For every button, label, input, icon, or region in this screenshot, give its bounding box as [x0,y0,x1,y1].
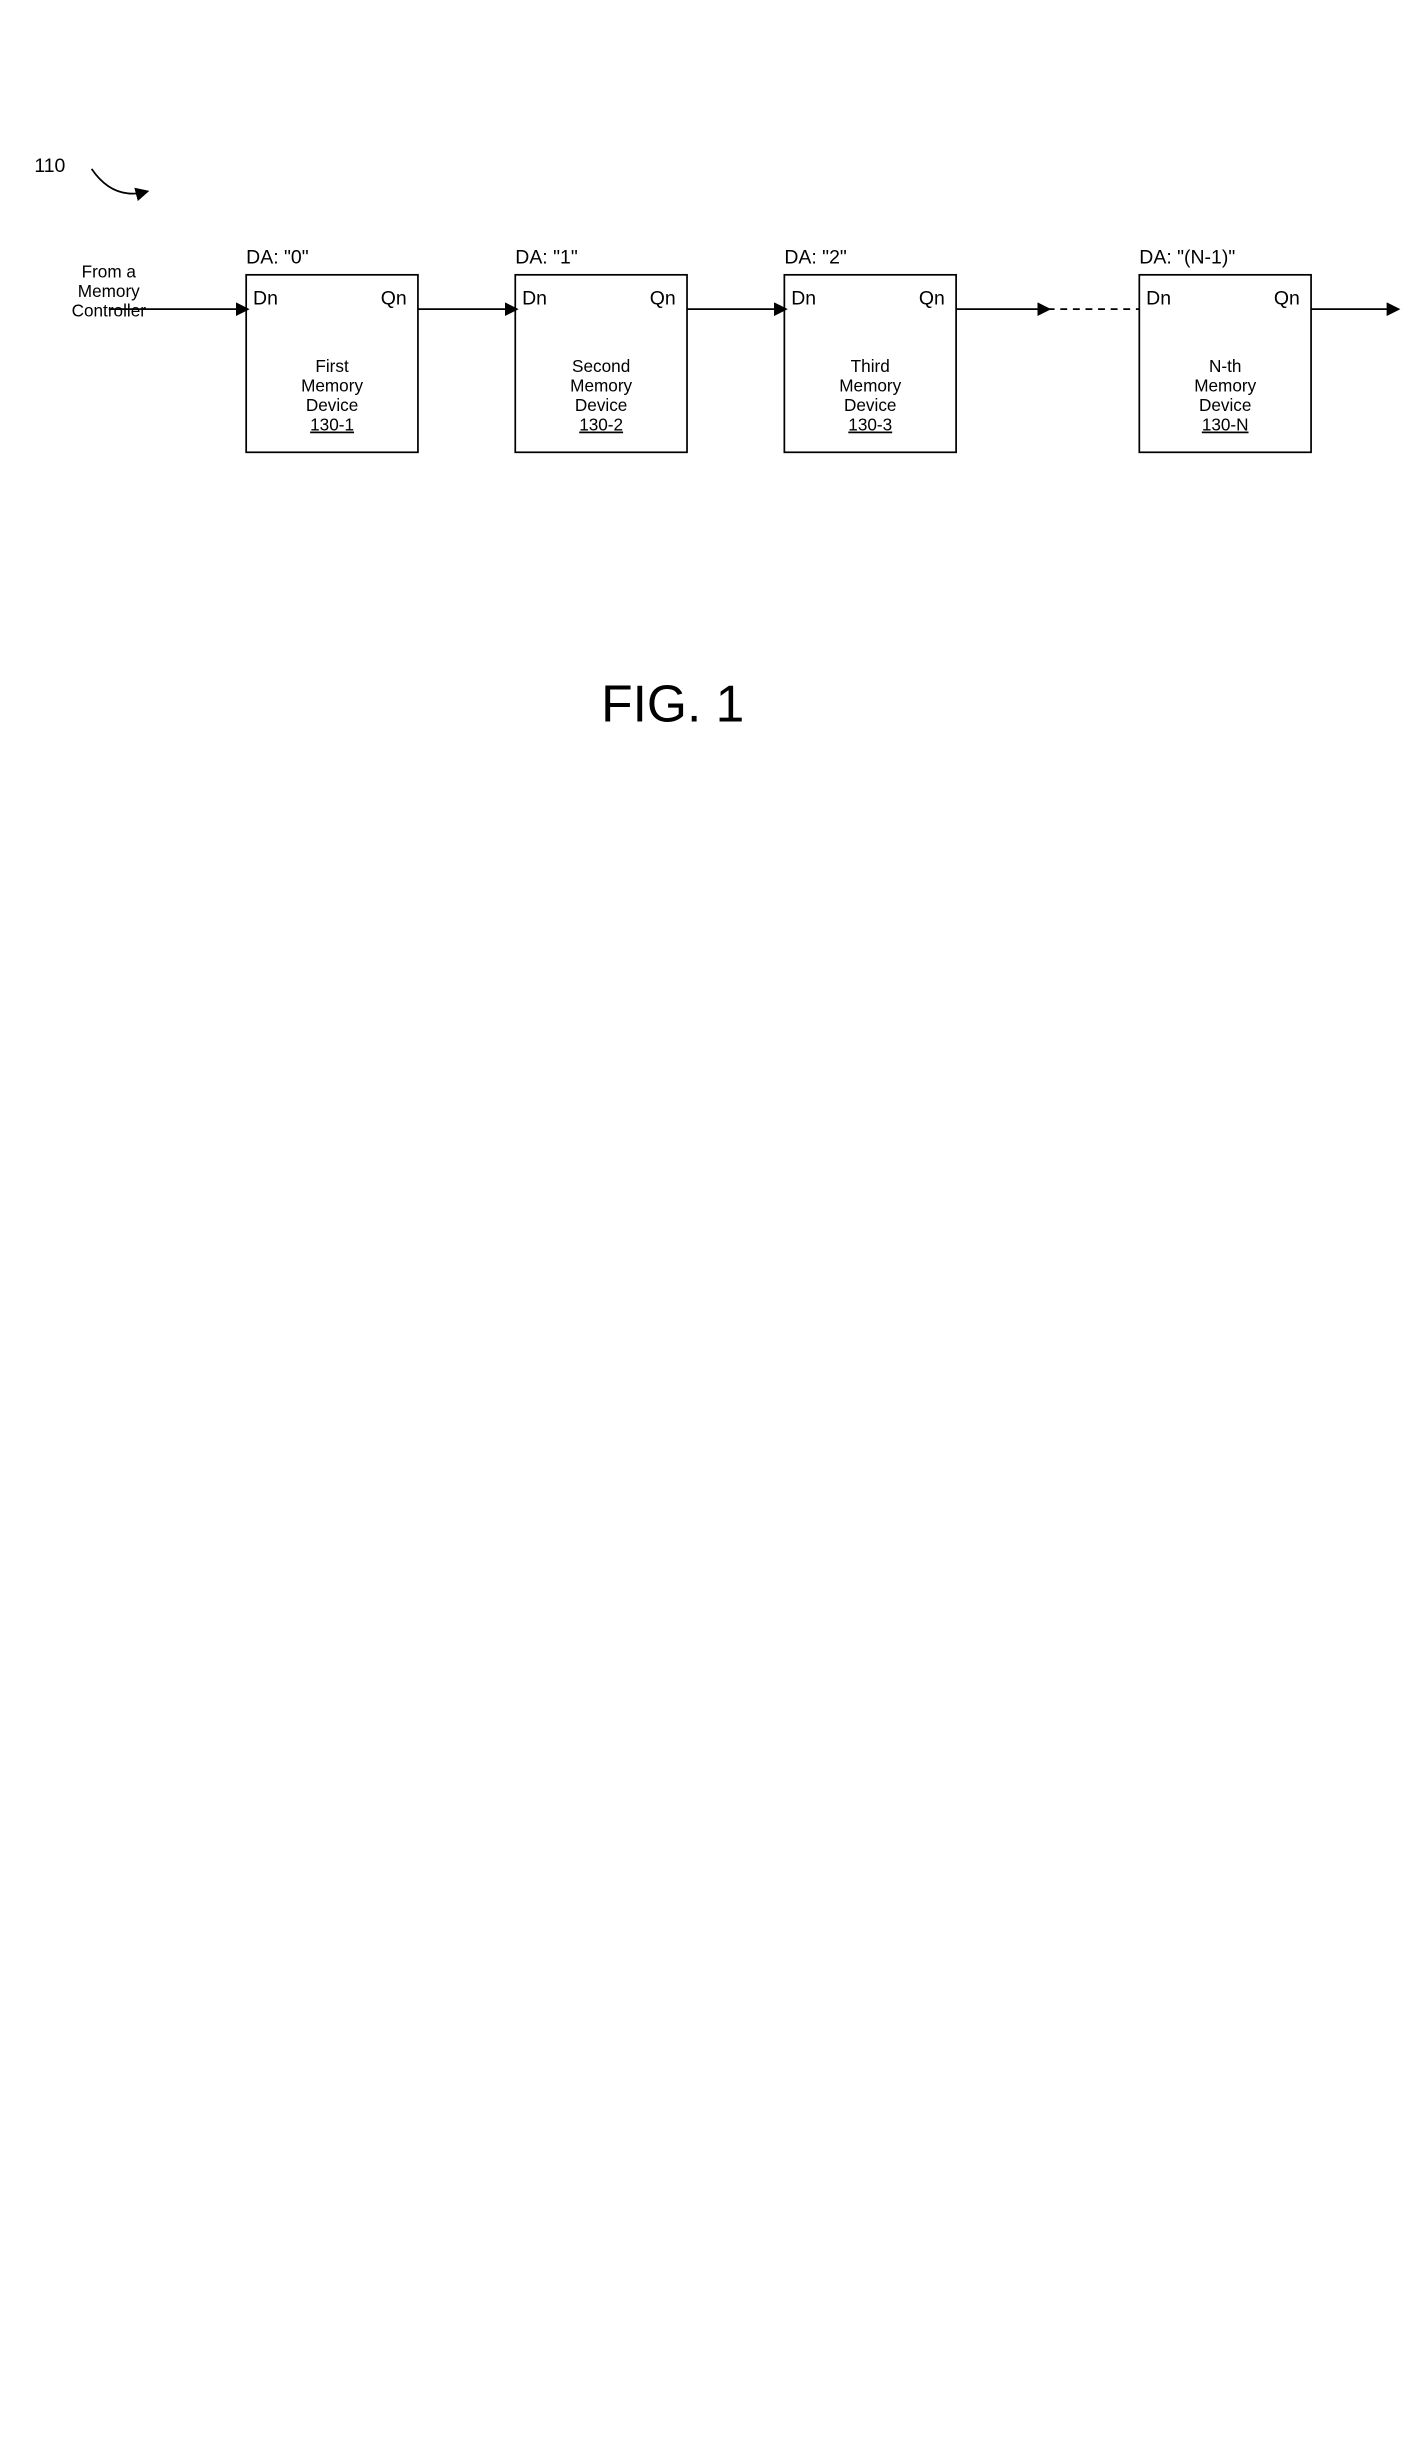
device-address-label: DA: "(N-1)" [1139,246,1235,268]
output-port-label: Qn [1274,288,1300,310]
input-port-label: Dn [791,288,816,310]
output-port-label: Qn [919,288,945,310]
controller-label: Memory [78,281,140,301]
input-port-label: Dn [522,288,547,310]
device-name: Memory [1194,376,1256,396]
ref-arrow [92,169,146,194]
device-name: Third [851,356,890,376]
device-id: 130-N [1202,415,1249,435]
device-id: 130-3 [848,415,892,435]
device-name: Device [1199,395,1251,415]
device-name: Memory [570,376,632,396]
controller-label: From a [82,262,137,282]
device-id: 130-1 [310,415,354,435]
device-name: Device [844,395,896,415]
device-name: Second [572,356,630,376]
device-name: First [315,356,349,376]
device-name: Device [575,395,627,415]
input-port-label: Dn [253,288,278,310]
device-address-label: DA: "2" [784,246,847,268]
input-port-label: Dn [1146,288,1171,310]
device-name: Device [306,395,358,415]
controller-label: Controller [72,301,147,321]
device-address-label: DA: "0" [246,246,309,268]
device-name: Memory [839,376,901,396]
device-id: 130-2 [579,415,623,435]
device-address-label: DA: "1" [515,246,578,268]
ref-number: 110 [34,155,65,177]
device-name: N-th [1209,356,1241,376]
device-name: Memory [301,376,363,396]
output-port-label: Qn [381,288,407,310]
figure-caption: FIG. 1 [601,674,744,732]
output-port-label: Qn [650,288,676,310]
